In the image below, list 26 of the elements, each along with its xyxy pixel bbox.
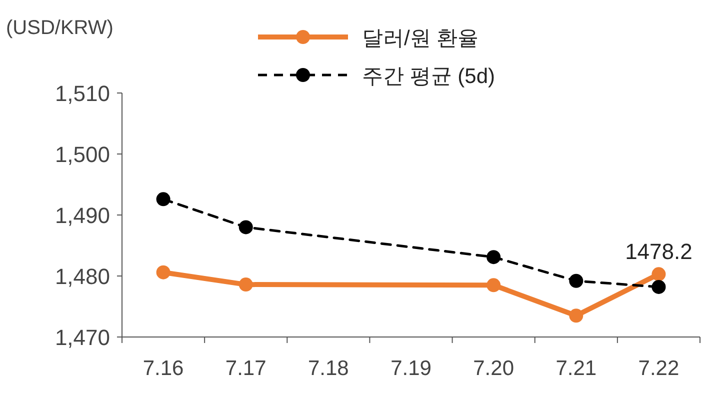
x-tick-label: 7.21 xyxy=(556,357,597,380)
y-tick-label: 1,490 xyxy=(54,203,110,228)
point xyxy=(569,274,584,288)
legend-label: 주간 평균 (5d) xyxy=(362,65,496,88)
y-axis-title: (USD/KRW) xyxy=(6,17,114,39)
y-tick-label: 1,500 xyxy=(54,142,110,167)
point xyxy=(156,192,170,206)
point xyxy=(486,278,501,292)
y-tick-label: 1,510 xyxy=(54,81,110,106)
legend-label: 달러/원 환율 xyxy=(362,27,479,50)
x-tick-label: 7.16 xyxy=(142,357,184,380)
annotation: 1478.2 xyxy=(625,238,692,264)
x-tick-label: 7.18 xyxy=(308,357,349,380)
y-tick-label: 1,480 xyxy=(54,264,110,289)
point xyxy=(569,308,584,323)
point xyxy=(238,278,253,292)
point xyxy=(156,265,170,280)
point xyxy=(238,220,253,234)
x-tick-label: 7.17 xyxy=(225,357,266,380)
point xyxy=(486,250,501,264)
point xyxy=(652,267,666,282)
x-tick-label: 7.19 xyxy=(390,357,432,380)
y-tick-label: 1,470 xyxy=(54,325,110,350)
point xyxy=(652,280,666,294)
x-tick-label: 7.20 xyxy=(473,357,514,380)
x-tick-label: 7.22 xyxy=(638,357,680,380)
